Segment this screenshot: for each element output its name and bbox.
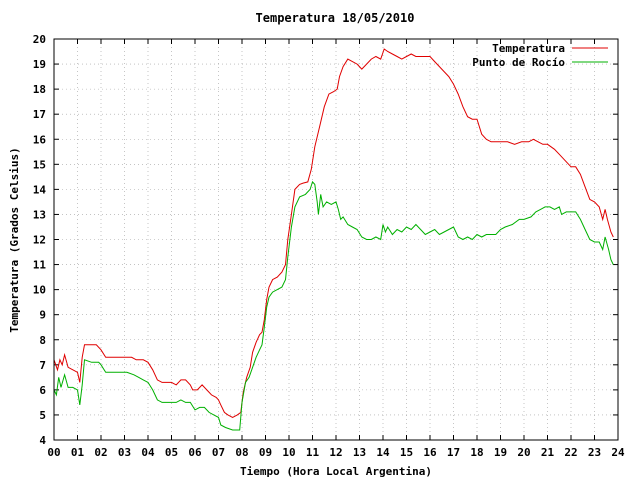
x-tick-label: 09 bbox=[259, 446, 272, 459]
x-tick-label: 00 bbox=[47, 446, 60, 459]
y-tick-label: 20 bbox=[33, 33, 46, 46]
x-tick-labels: 00 01 02 03 04 05 06 07 08 09 10 11 12 13 14 15 16 17 18 19… bbox=[47, 446, 625, 459]
series-line-1 bbox=[53, 180, 614, 431]
x-tick-label: 08 bbox=[235, 446, 248, 459]
x-tick-label: 20 bbox=[517, 446, 530, 459]
x-tick-label: 13 bbox=[353, 446, 366, 459]
x-tick-label: 11 bbox=[306, 446, 320, 459]
series-lines bbox=[53, 48, 614, 431]
y-tick-label: 19 bbox=[33, 58, 46, 71]
y-tick-label: 16 bbox=[33, 133, 47, 146]
y-tick-label: 9 bbox=[39, 309, 46, 322]
x-tick-label: 05 bbox=[165, 446, 178, 459]
x-tick-label: 02 bbox=[94, 446, 107, 459]
x-tick-label: 23 bbox=[588, 446, 601, 459]
y-tick-label: 12 bbox=[33, 234, 46, 247]
y-tick-label: 10 bbox=[33, 284, 46, 297]
series-line-0 bbox=[53, 48, 614, 418]
legend-label-0: Temperatura bbox=[492, 42, 565, 55]
x-tick-label: 04 bbox=[141, 446, 155, 459]
x-tick-label: 24 bbox=[611, 446, 625, 459]
chart-title: Temperatura 18/05/2010 bbox=[256, 11, 415, 25]
y-tick-labels: 4 5 6 7 8 9 10 11 12 13 14 15 16 17 18 19 20 bbox=[33, 33, 47, 447]
x-tick-label: 03 bbox=[118, 446, 131, 459]
grid bbox=[53, 38, 619, 441]
y-tick-label: 8 bbox=[39, 334, 46, 347]
x-tick-label: 22 bbox=[564, 446, 577, 459]
x-axis-label: Tiempo (Hora Local Argentina) bbox=[240, 465, 432, 478]
x-tick-label: 10 bbox=[282, 446, 295, 459]
x-tick-label: 06 bbox=[188, 446, 202, 459]
x-tick-label: 01 bbox=[71, 446, 85, 459]
x-tick-label: 14 bbox=[376, 446, 390, 459]
y-tick-label: 18 bbox=[33, 83, 46, 96]
legend-label-1: Punto de Rocío bbox=[472, 56, 565, 69]
x-tick-label: 12 bbox=[329, 446, 342, 459]
y-tick-label: 5 bbox=[39, 409, 46, 422]
y-tick-label: 14 bbox=[33, 183, 47, 196]
plot-border bbox=[53, 38, 619, 441]
x-tick-label: 07 bbox=[212, 446, 225, 459]
y-tick-label: 6 bbox=[39, 384, 46, 397]
y-tick-label: 15 bbox=[33, 158, 46, 171]
y-tick-label: 7 bbox=[39, 359, 46, 372]
y-tick-label: 17 bbox=[33, 108, 46, 121]
y-tick-label: 4 bbox=[39, 434, 46, 447]
x-tick-label: 17 bbox=[447, 446, 460, 459]
x-tick-label: 15 bbox=[400, 446, 413, 459]
y-axis-label: Temperatura (Grados Celsius) bbox=[8, 147, 21, 332]
x-tick-label: 16 bbox=[423, 446, 437, 459]
y-tick-label: 13 bbox=[33, 208, 46, 221]
x-tick-label: 21 bbox=[541, 446, 555, 459]
x-tick-label: 19 bbox=[494, 446, 507, 459]
y-tick-label: 11 bbox=[33, 259, 47, 272]
x-tick-label: 18 bbox=[470, 446, 483, 459]
